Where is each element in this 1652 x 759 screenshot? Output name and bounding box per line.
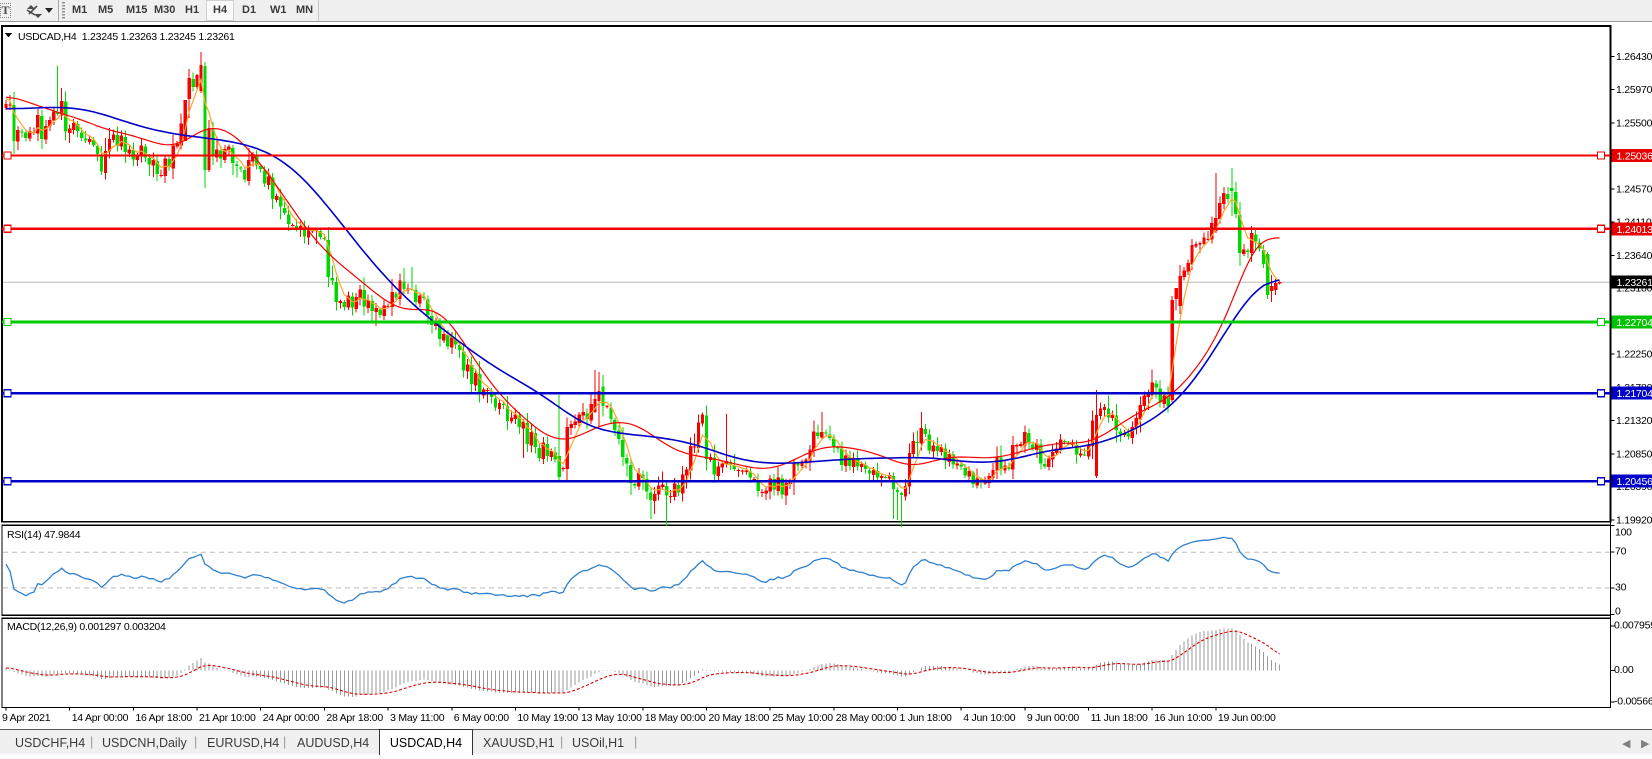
svg-text:100: 100 <box>1615 527 1632 539</box>
svg-text:1.23640: 1.23640 <box>1616 250 1652 262</box>
svg-text:1.24013: 1.24013 <box>1617 224 1652 236</box>
svg-text:9 Apr 2021: 9 Apr 2021 <box>2 712 51 724</box>
svg-text:10 May 19:00: 10 May 19:00 <box>517 712 578 724</box>
svg-text:70: 70 <box>1615 546 1627 558</box>
svg-text:28 May 00:00: 28 May 00:00 <box>836 712 897 724</box>
svg-text:25 May 10:00: 25 May 10:00 <box>772 712 833 724</box>
svg-text:1.26430: 1.26430 <box>1616 51 1652 63</box>
svg-text:0.00: 0.00 <box>1614 664 1634 676</box>
svg-text:1.25036: 1.25036 <box>1617 151 1652 163</box>
svg-text:0: 0 <box>1615 606 1621 618</box>
svg-text:1.19920: 1.19920 <box>1616 515 1652 527</box>
svg-text:1.21704: 1.21704 <box>1617 388 1652 400</box>
svg-text:1.23261: 1.23261 <box>1617 277 1652 289</box>
svg-text:13 May 10:00: 13 May 10:00 <box>581 712 642 724</box>
svg-text:1.20850: 1.20850 <box>1616 448 1652 460</box>
svg-text:RSI(14) 47.9844: RSI(14) 47.9844 <box>7 529 81 541</box>
svg-text:30: 30 <box>1615 581 1627 593</box>
svg-text:4 Jun 10:00: 4 Jun 10:00 <box>963 712 1016 724</box>
svg-text:11 Jun 18:00: 11 Jun 18:00 <box>1091 712 1148 724</box>
svg-text:0.007959: 0.007959 <box>1614 620 1652 632</box>
svg-text:-0.005663: -0.005663 <box>1614 696 1652 708</box>
svg-text:1.24570: 1.24570 <box>1616 184 1652 196</box>
svg-text:18 May 00:00: 18 May 00:00 <box>645 712 706 724</box>
svg-text:USDCAD,H4 1.23245 1.23263 1.2: USDCAD,H4 1.23245 1.23263 1.23245 1.2326… <box>18 31 235 43</box>
svg-text:1.20456: 1.20456 <box>1617 476 1652 488</box>
svg-text:28 Apr 18:00: 28 Apr 18:00 <box>326 712 383 724</box>
svg-text:1 Jun 18:00: 1 Jun 18:00 <box>900 712 953 724</box>
svg-text:16 Apr 18:00: 16 Apr 18:00 <box>135 712 192 724</box>
svg-text:MACD(12,26,9) 0.001297 0.00320: MACD(12,26,9) 0.001297 0.003204 <box>7 621 166 633</box>
svg-text:16 Jun 10:00: 16 Jun 10:00 <box>1154 712 1212 724</box>
svg-text:24 Apr 00:00: 24 Apr 00:00 <box>263 712 320 724</box>
svg-text:21 Apr 10:00: 21 Apr 10:00 <box>199 712 256 724</box>
svg-text:1.25500: 1.25500 <box>1616 117 1652 129</box>
svg-text:9 Jun 00:00: 9 Jun 00:00 <box>1027 712 1080 724</box>
svg-text:1.22704: 1.22704 <box>1617 317 1652 329</box>
svg-text:20 May 18:00: 20 May 18:00 <box>709 712 770 724</box>
svg-text:3 May 11:00: 3 May 11:00 <box>390 712 445 724</box>
svg-text:1.21320: 1.21320 <box>1616 415 1652 427</box>
svg-text:6 May 00:00: 6 May 00:00 <box>454 712 509 724</box>
svg-text:1.22250: 1.22250 <box>1616 349 1652 361</box>
svg-text:19 Jun 00:00: 19 Jun 00:00 <box>1218 712 1276 724</box>
svg-text:1.25970: 1.25970 <box>1616 84 1652 96</box>
svg-text:14 Apr 00:00: 14 Apr 00:00 <box>72 712 129 724</box>
